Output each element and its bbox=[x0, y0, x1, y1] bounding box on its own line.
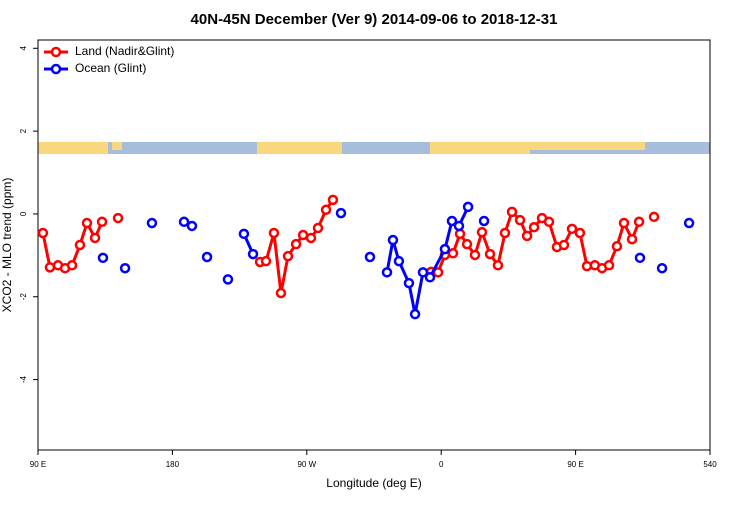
data-point bbox=[327, 194, 339, 206]
data-point bbox=[558, 239, 570, 251]
data-point bbox=[146, 217, 158, 229]
data-point bbox=[446, 215, 458, 227]
data-point bbox=[44, 262, 56, 273]
x-tick-label: 180 bbox=[166, 460, 180, 469]
data-point bbox=[574, 227, 586, 239]
data-point bbox=[417, 267, 429, 278]
land-strip bbox=[530, 142, 645, 150]
x-tick-label: 90 E bbox=[567, 460, 583, 469]
data-point bbox=[603, 260, 615, 271]
data-point bbox=[528, 221, 540, 233]
legend-swatch bbox=[50, 46, 62, 58]
x-axis-label: Longitude (deg E) bbox=[326, 476, 421, 490]
x-tick-label: 90 W bbox=[297, 460, 316, 469]
data-point bbox=[633, 216, 645, 228]
data-point bbox=[484, 248, 496, 260]
data-point bbox=[476, 226, 488, 238]
data-point bbox=[201, 251, 213, 263]
data-point bbox=[222, 274, 234, 285]
data-point bbox=[186, 220, 198, 232]
y-tick-label: -4 bbox=[19, 375, 28, 383]
data-point bbox=[320, 204, 332, 216]
data-point bbox=[74, 239, 86, 251]
data-point bbox=[37, 227, 49, 239]
data-point bbox=[290, 238, 302, 250]
land-ocean-strip bbox=[38, 142, 710, 154]
data-point bbox=[403, 277, 415, 289]
data-point bbox=[521, 230, 533, 242]
y-tick-label: 2 bbox=[19, 128, 28, 133]
data-point bbox=[499, 227, 511, 239]
data-point bbox=[626, 233, 638, 245]
data-point bbox=[618, 217, 630, 229]
land-strip bbox=[257, 142, 342, 154]
data-point bbox=[506, 206, 518, 218]
data-point bbox=[439, 243, 451, 255]
data-point bbox=[461, 238, 473, 250]
data-point bbox=[648, 211, 660, 223]
data-point bbox=[178, 216, 190, 228]
plot-frame bbox=[37, 39, 711, 451]
data-point bbox=[393, 255, 405, 267]
data-point bbox=[81, 217, 93, 229]
data-point bbox=[268, 227, 280, 239]
data-point bbox=[424, 272, 436, 283]
data-point bbox=[611, 240, 623, 252]
data-point bbox=[89, 232, 101, 244]
data-point bbox=[478, 215, 490, 227]
data-point bbox=[112, 212, 124, 224]
data-point bbox=[514, 214, 526, 226]
y-tick-label: -2 bbox=[19, 293, 28, 301]
chart-title: 40N-45N December (Ver 9) 2014-09-06 to 2… bbox=[191, 11, 558, 28]
data-point bbox=[305, 232, 317, 244]
land-strip bbox=[112, 142, 122, 150]
data-point bbox=[543, 216, 555, 228]
data-point bbox=[96, 216, 108, 228]
data-point bbox=[462, 201, 474, 213]
data-point bbox=[409, 308, 421, 320]
data-point bbox=[364, 251, 376, 263]
legend-swatch bbox=[50, 63, 62, 75]
data-point bbox=[447, 248, 459, 259]
y-tick-label: 0 bbox=[19, 211, 28, 216]
data-point bbox=[387, 234, 399, 246]
data-point bbox=[282, 250, 294, 262]
data-point bbox=[335, 207, 347, 219]
x-tick-label: 90 E bbox=[30, 460, 46, 469]
data-point bbox=[247, 248, 259, 260]
data-point bbox=[634, 252, 646, 264]
y-axis-label: XCO2 - MLO trend (ppm) bbox=[0, 178, 14, 313]
data-point bbox=[683, 217, 695, 229]
legend-label: Land (Nadir&Glint) bbox=[75, 44, 174, 58]
land-strip bbox=[38, 142, 108, 154]
data-point bbox=[119, 262, 131, 274]
x-tick-label: 540 bbox=[703, 460, 717, 469]
data-point bbox=[260, 255, 272, 267]
legend-label: Ocean (Glint) bbox=[75, 61, 146, 75]
data-point bbox=[453, 220, 465, 232]
y-tick-label: 4 bbox=[19, 46, 28, 51]
data-point bbox=[469, 249, 481, 261]
x-tick-label: 0 bbox=[439, 460, 444, 469]
data-point bbox=[97, 252, 109, 264]
data-point bbox=[656, 262, 668, 274]
data-point bbox=[381, 267, 393, 278]
data-point bbox=[492, 260, 504, 271]
data-point bbox=[238, 228, 250, 240]
data-point bbox=[275, 287, 287, 299]
data-point bbox=[66, 260, 78, 271]
data-point bbox=[566, 223, 578, 235]
land-strip bbox=[430, 142, 530, 154]
data-point bbox=[312, 222, 324, 234]
